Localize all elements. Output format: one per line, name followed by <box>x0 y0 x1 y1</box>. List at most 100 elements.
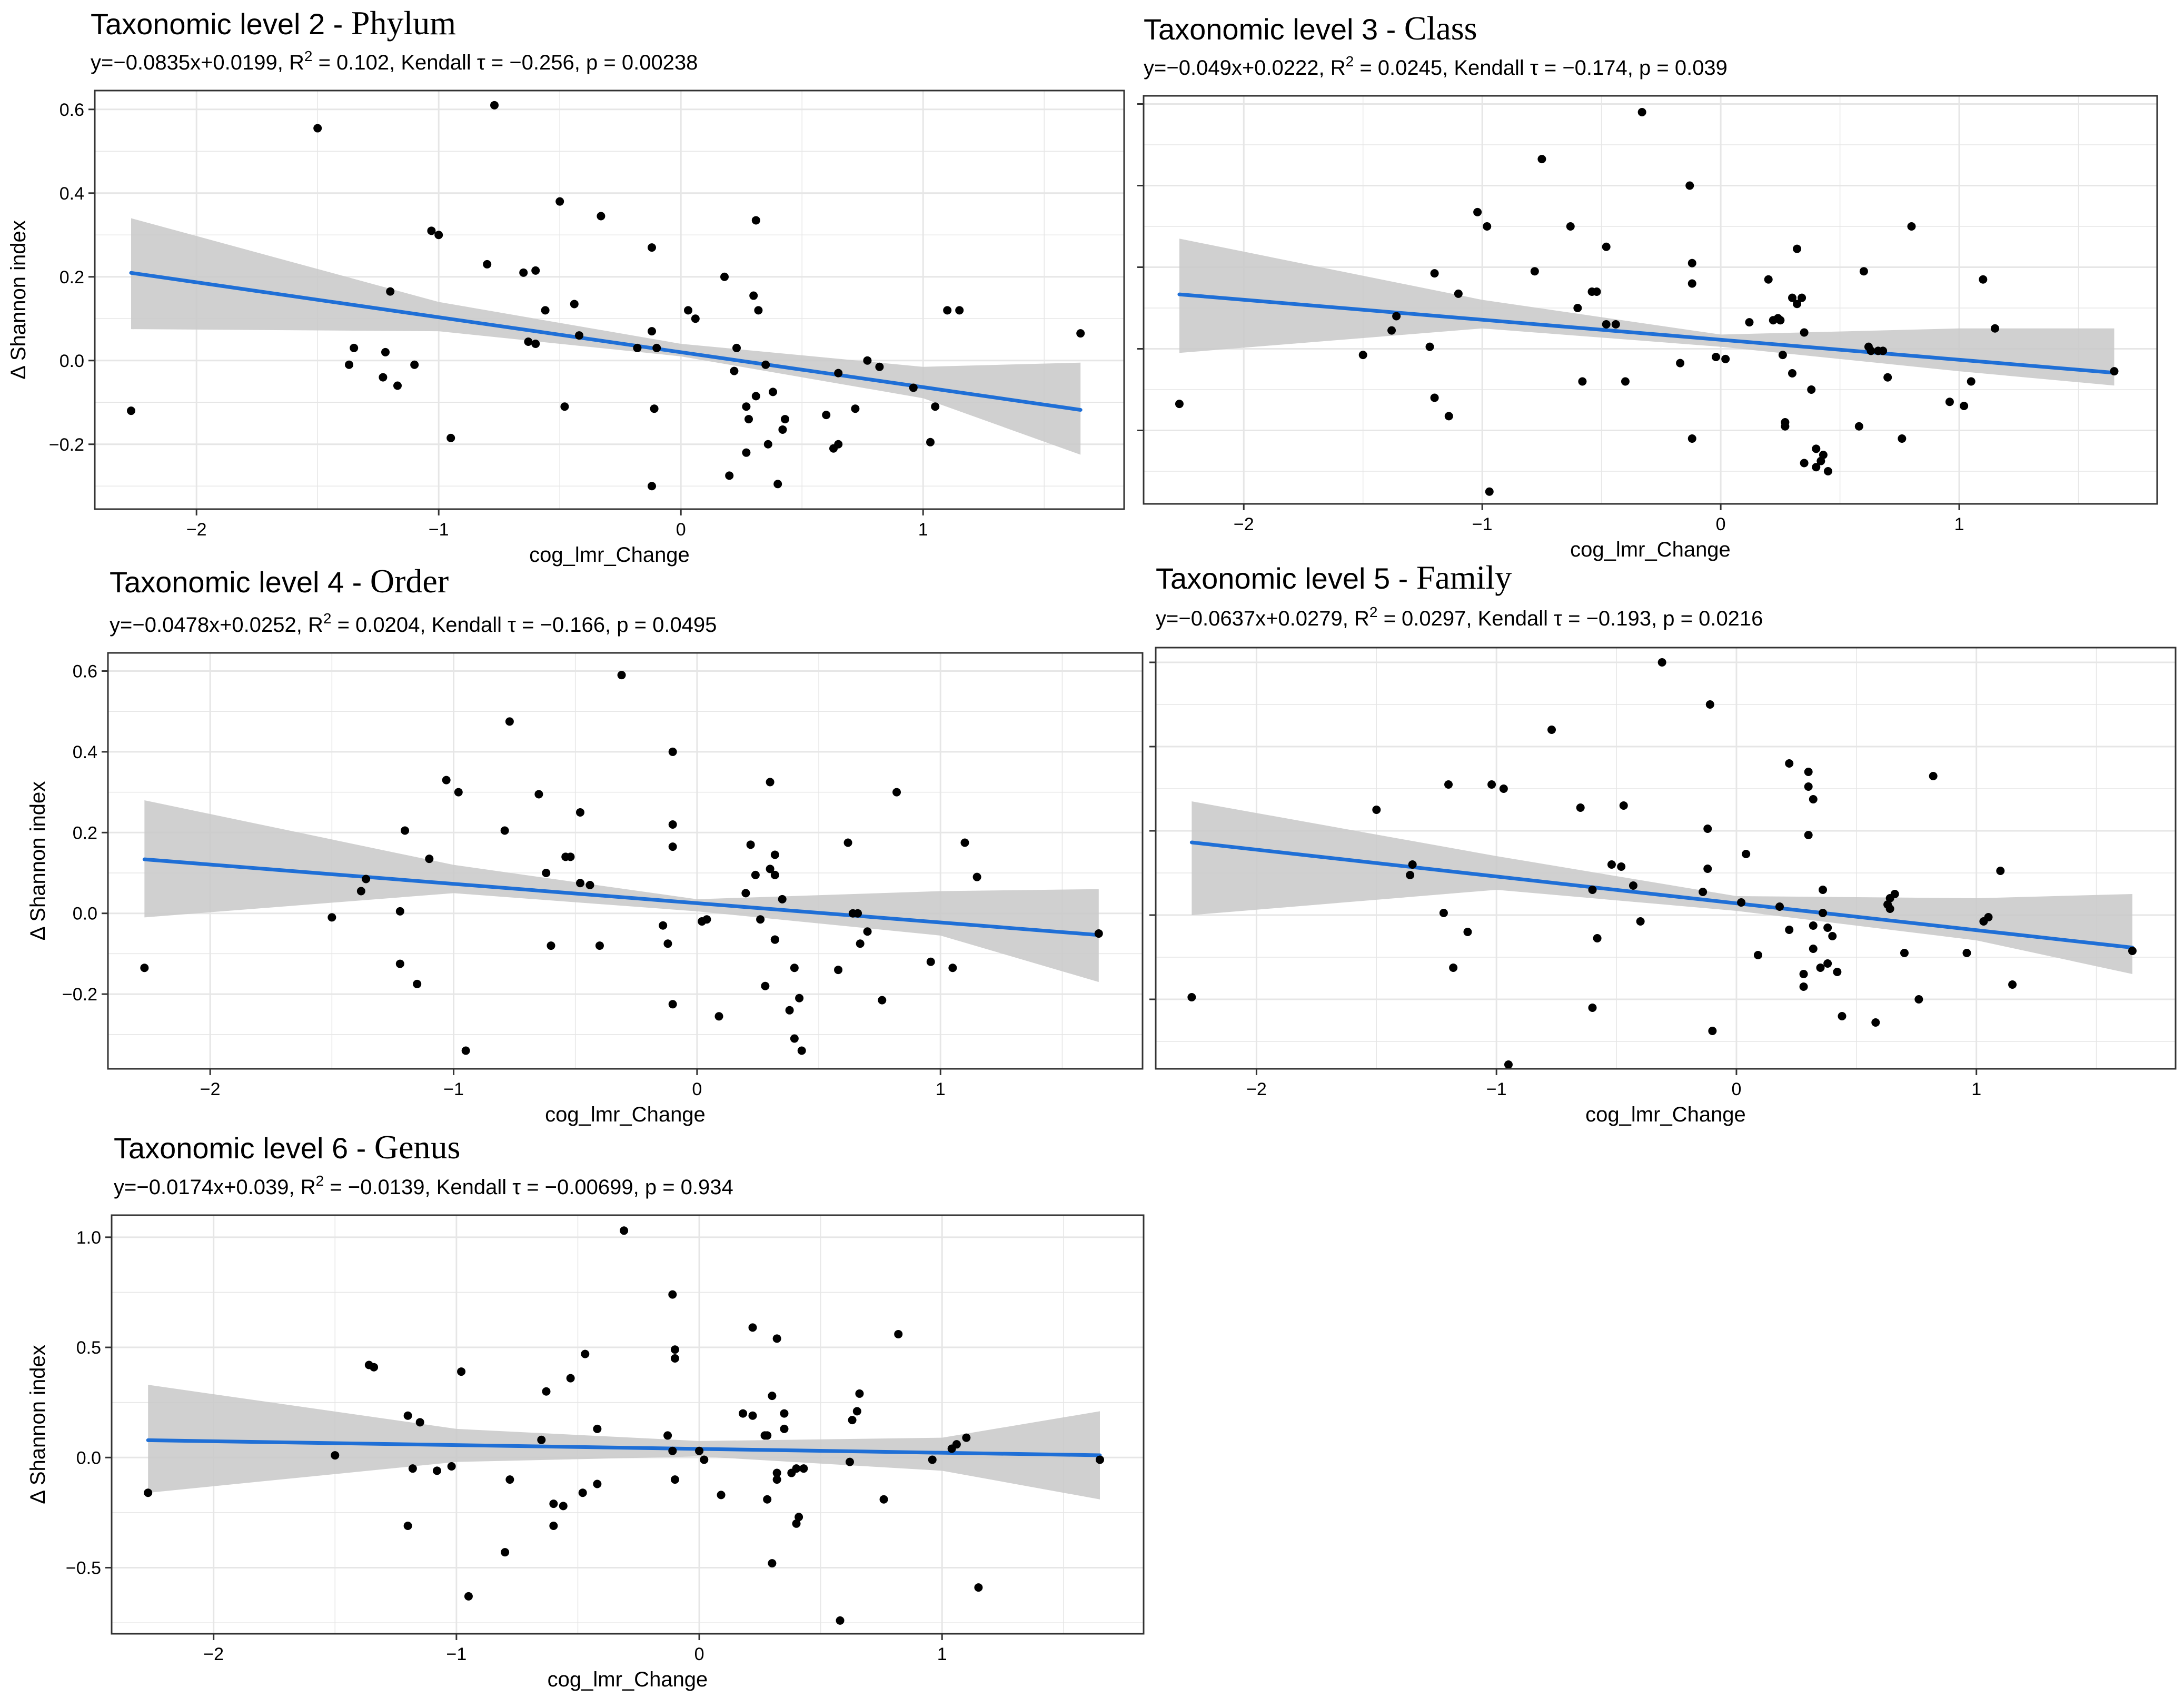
data-point <box>370 1363 379 1372</box>
data-point <box>742 448 751 457</box>
data-point <box>1483 222 1492 231</box>
data-point <box>834 440 843 449</box>
data-point <box>845 1457 854 1466</box>
chart-stats: = 0.102, Kendall τ = −0.256, p = 0.00238 <box>312 51 698 74</box>
data-point <box>1444 412 1453 421</box>
data-point <box>524 337 533 346</box>
data-point <box>761 360 770 369</box>
data-point <box>670 1345 679 1354</box>
data-point <box>749 291 758 300</box>
data-point <box>863 356 872 365</box>
data-point <box>1960 402 1969 410</box>
data-point <box>1745 318 1754 327</box>
y-tick-label: 0.6 <box>73 662 97 682</box>
chart-title: Taxonomic level 4 - Order <box>110 562 449 600</box>
chart-subtitle: y=−0.0174x+0.039, R2 = −0.0139, Kendall … <box>114 1173 733 1199</box>
data-point <box>313 124 322 133</box>
data-point <box>768 1559 777 1568</box>
chart-title: Taxonomic level 6 - Genus <box>114 1128 460 1166</box>
data-point <box>386 287 395 296</box>
data-point <box>1838 1012 1847 1020</box>
data-point <box>1657 658 1666 667</box>
chart-title-taxon: Order <box>370 562 449 600</box>
data-point <box>501 1548 510 1557</box>
data-point <box>1487 780 1496 789</box>
data-point <box>617 671 626 680</box>
data-point <box>408 1464 417 1473</box>
chart-title-prefix: Taxonomic level 6 - <box>114 1131 374 1165</box>
chart-title-taxon: Genus <box>374 1128 461 1166</box>
x-tick-label: −2 <box>1234 514 1254 534</box>
data-point <box>1187 993 1196 1001</box>
data-point <box>1619 801 1628 810</box>
data-point <box>415 1418 424 1427</box>
data-point <box>700 1455 709 1464</box>
data-point <box>1967 377 1975 386</box>
data-point <box>1871 1018 1880 1027</box>
data-point <box>741 889 750 898</box>
data-point <box>684 306 692 315</box>
data-point <box>648 327 656 336</box>
data-point <box>732 343 741 352</box>
data-point <box>531 339 540 348</box>
data-point <box>500 826 509 835</box>
data-point <box>668 842 677 851</box>
chart-stats: = 0.0297, Kendall τ = −0.193, p = 0.0216 <box>1377 607 1763 630</box>
data-point <box>892 788 901 797</box>
data-point <box>772 1334 781 1343</box>
data-point <box>566 1374 575 1383</box>
data-point <box>1854 422 1863 431</box>
chart-panel-class: Taxonomic level 3 - Class y=−0.049x+0.022… <box>1137 9 2158 561</box>
data-point <box>1687 259 1696 267</box>
data-point <box>1576 803 1585 812</box>
data-point <box>834 369 843 378</box>
data-point <box>575 331 583 340</box>
data-point <box>1387 326 1396 335</box>
data-point <box>909 383 918 392</box>
data-point <box>1617 862 1626 871</box>
data-point <box>668 1000 677 1009</box>
data-point <box>754 306 763 315</box>
data-point <box>856 939 865 948</box>
data-point <box>403 1411 412 1420</box>
data-point <box>748 1323 757 1332</box>
chart-panel-order: Taxonomic level 4 - Order y=−0.0478x+0.02… <box>26 562 1144 1126</box>
data-point <box>772 1468 781 1477</box>
x-tick-label: −1 <box>1472 514 1493 534</box>
data-point <box>1621 377 1630 386</box>
data-point <box>1819 451 1828 459</box>
data-point <box>1800 328 1809 337</box>
data-point <box>974 1583 983 1592</box>
data-point <box>760 1431 769 1440</box>
data-point <box>1804 768 1813 776</box>
chart-stats: = 0.0204, Kendall τ = −0.166, p = 0.0495 <box>331 613 717 637</box>
data-point <box>1592 287 1601 296</box>
data-point <box>742 402 751 411</box>
data-point <box>1914 995 1923 1004</box>
data-point <box>1812 463 1821 472</box>
y-tick-label: 0.5 <box>76 1338 101 1358</box>
data-point <box>1504 1060 1513 1069</box>
data-point <box>822 411 831 420</box>
y-tick-label: 0.0 <box>59 351 84 371</box>
data-point <box>1687 279 1696 288</box>
data-point <box>575 879 584 888</box>
data-point <box>537 1435 546 1444</box>
data-point <box>362 875 371 883</box>
data-point <box>1833 968 1842 976</box>
data-point <box>1809 921 1818 930</box>
data-point <box>1778 351 1787 360</box>
data-point <box>1687 434 1696 443</box>
data-point <box>1372 806 1381 814</box>
x-tick-label: 0 <box>694 1644 704 1664</box>
data-point <box>1685 181 1694 190</box>
data-point <box>855 1389 864 1398</box>
x-tick-label: 0 <box>1731 1079 1741 1099</box>
data-point <box>1828 932 1837 940</box>
data-point <box>1823 467 1832 475</box>
data-point <box>952 1440 961 1449</box>
data-point <box>1573 304 1582 312</box>
data-point <box>457 1367 466 1376</box>
data-point <box>401 826 410 835</box>
